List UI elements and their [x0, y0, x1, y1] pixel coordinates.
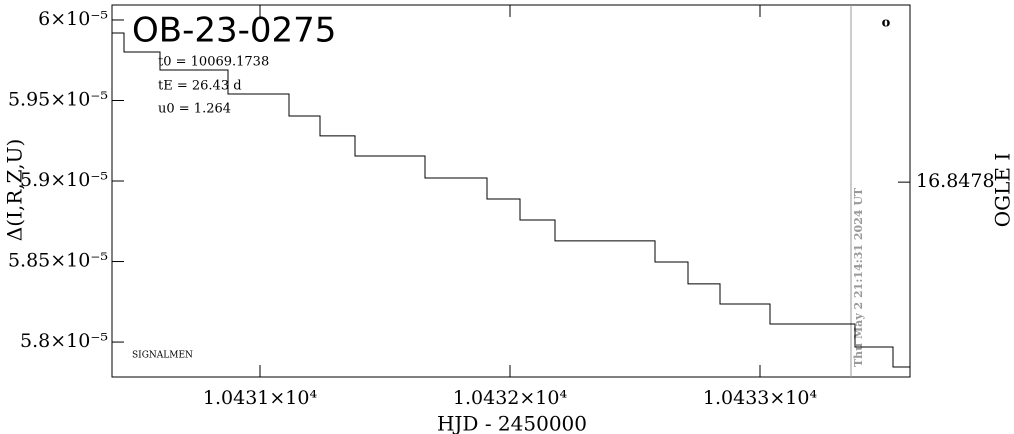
marker: o — [882, 16, 891, 31]
y-axis-label: Δ(I,R,Z,U) — [3, 139, 27, 241]
y-tick-label: 5.9×10⁻⁵ — [20, 169, 108, 191]
chart-title: OB-23-0275 — [132, 11, 336, 51]
y-tick-label: 6×10⁻⁵ — [38, 8, 108, 30]
y-tick-label: 5.8×10⁻⁵ — [20, 330, 108, 352]
x-tick-label: 1.0432×10⁴ — [453, 387, 568, 409]
x-tick-label: 1.0433×10⁴ — [703, 387, 818, 409]
y2-axis-label: OGLE I — [991, 153, 1014, 228]
param-u0: u0 = 1.264 — [158, 102, 231, 117]
y2-tick-label: 16.8478 — [916, 170, 995, 192]
x-axis-label: HJD - 2450000 — [437, 412, 587, 434]
param-t0: t0 = 10069.1738 — [158, 55, 269, 70]
y-tick-label: 5.85×10⁻⁵ — [8, 250, 108, 272]
step-line — [112, 32, 910, 368]
timestamp: Thu May 2 21:14:31 2024 UT — [852, 187, 865, 367]
plot-frame — [111, 4, 911, 378]
x-tick-label: 1.0431×10⁴ — [203, 387, 318, 409]
y-tick-label: 5.95×10⁻⁵ — [8, 88, 108, 110]
corner-label: SIGNALMEN — [132, 351, 193, 361]
param-te: tE = 26.43 d — [158, 79, 242, 94]
